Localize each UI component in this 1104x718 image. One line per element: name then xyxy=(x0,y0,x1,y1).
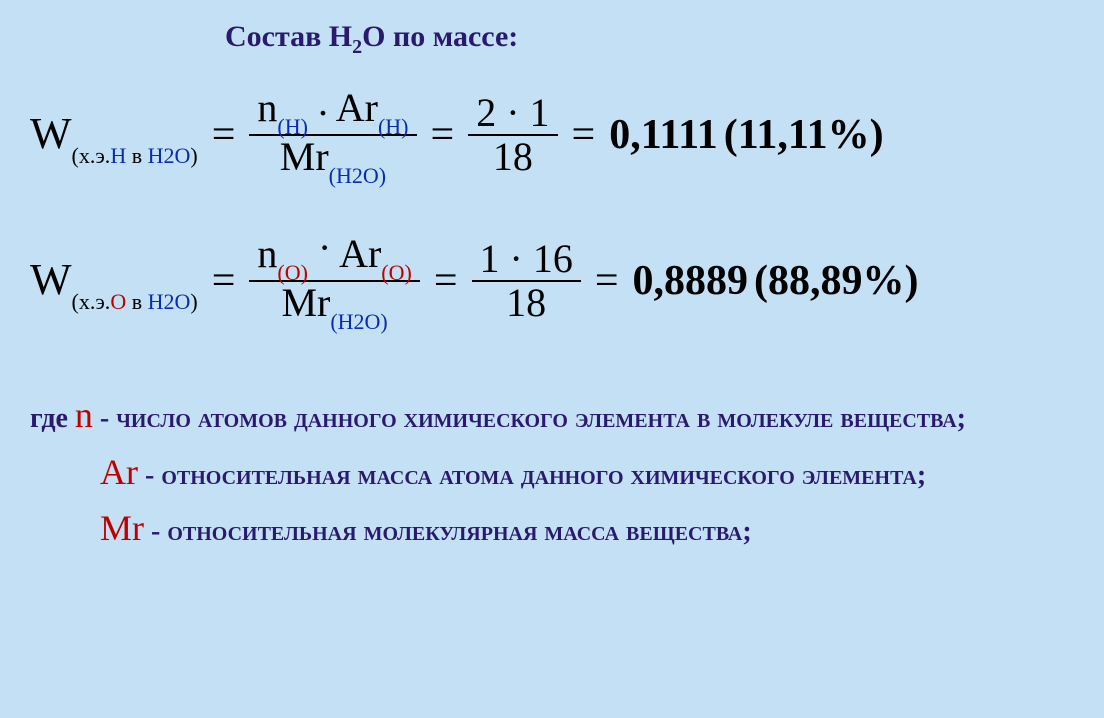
equals-6: = xyxy=(595,257,619,305)
def-n-post: - число атомов данного химического элеме… xyxy=(93,403,966,434)
def-n: где n - число атомов данного химического… xyxy=(30,389,1074,441)
frac1-o: n(О) · Ar(О) Mr(Н2О) xyxy=(249,233,419,329)
symbol-w-2: W xyxy=(30,255,72,304)
equals-5: = xyxy=(434,257,458,305)
def-mr-sym: Mr xyxy=(100,508,144,548)
frac1-h-num: n(Н) . Ar(Н) xyxy=(249,87,416,136)
equation-h: W(х.э.Н в Н2О) = n(Н) . Ar(Н) Mr(Н2О) = … xyxy=(30,87,1074,183)
equation-o: W(х.э.О в Н2О) = n(О) · Ar(О) Mr(Н2О) = … xyxy=(30,233,1074,329)
equals-3: = xyxy=(572,111,596,159)
title-sub: 2 xyxy=(352,36,362,58)
result-h: 0,1111 xyxy=(609,111,718,159)
result-o: 0,8889 xyxy=(633,257,749,305)
frac1-h-den: Mr(Н2О) xyxy=(272,136,394,183)
percent-h: (11,11%) xyxy=(724,111,884,159)
equals-4: = xyxy=(212,257,236,305)
title-suffix: О по массе: xyxy=(362,20,518,53)
def-ar: Ar - относительная масса атома данного х… xyxy=(30,446,1074,498)
equals-1: = xyxy=(212,111,236,159)
percent-o: (88,89%) xyxy=(754,257,918,305)
equals-2: = xyxy=(431,111,455,159)
def-ar-post: - относительная масса атома данного хими… xyxy=(138,460,926,491)
frac1-o-den: Mr(Н2О) xyxy=(273,282,395,329)
def-mr-post: - относительная молекулярная масса вещес… xyxy=(144,516,752,547)
definitions: где n - число атомов данного химического… xyxy=(30,389,1074,554)
frac2-h: 2 · 1 18 xyxy=(468,92,557,178)
w-sub-h: (х.э.Н в Н2О) xyxy=(72,143,198,168)
frac2-h-den: 18 xyxy=(485,136,541,178)
def-ar-sym: Ar xyxy=(100,452,138,492)
def-mr: Mr - относительная молекулярная масса ве… xyxy=(30,502,1074,554)
def-n-sym: n xyxy=(75,395,93,435)
title-prefix: Состав Н xyxy=(225,20,352,53)
lhs-o: W(х.э.О в Н2О) xyxy=(30,254,198,309)
frac1-h: n(Н) . Ar(Н) Mr(Н2О) xyxy=(249,87,416,183)
page-title: Состав Н2О по массе: xyxy=(225,20,1074,59)
def-n-pre: где xyxy=(30,403,75,434)
symbol-w: W xyxy=(30,109,72,158)
frac2-o-den: 18 xyxy=(498,282,554,324)
frac2-h-num: 2 · 1 xyxy=(468,92,557,136)
frac2-o-num: 1 · 16 xyxy=(472,238,581,282)
w-sub-o: (х.э.О в Н2О) xyxy=(72,289,198,314)
frac1-o-num: n(О) · Ar(О) xyxy=(249,233,419,282)
lhs-h: W(х.э.Н в Н2О) xyxy=(30,108,198,163)
frac2-o: 1 · 16 18 xyxy=(472,238,581,324)
